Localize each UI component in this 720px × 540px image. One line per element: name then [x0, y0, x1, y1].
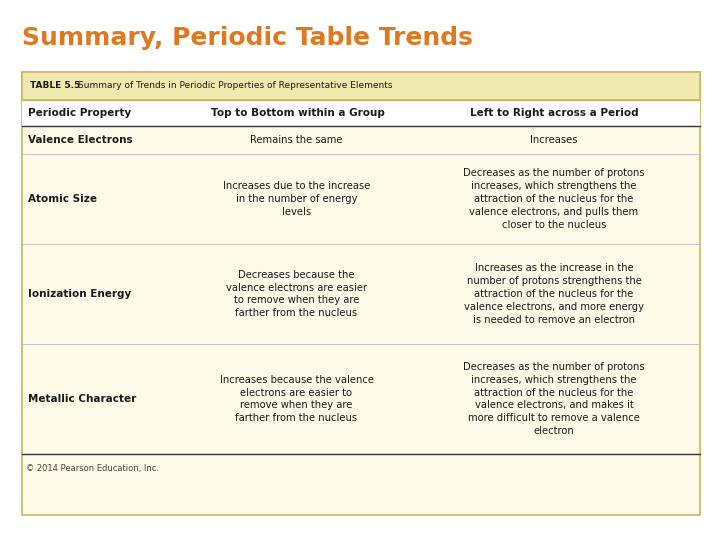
Text: Increases due to the increase
in the number of energy
levels: Increases due to the increase in the num…: [222, 181, 370, 217]
Text: Left to Right across a Period: Left to Right across a Period: [469, 108, 639, 118]
Text: Remains the same: Remains the same: [251, 135, 343, 145]
Text: Atomic Size: Atomic Size: [28, 194, 97, 204]
Bar: [22, 72, 700, 100]
Text: Increases: Increases: [530, 135, 577, 145]
Text: Decreases because the
valence electrons are easier
to remove when they are
farth: Decreases because the valence electrons …: [226, 270, 367, 318]
Text: Summary, Periodic Table Trends: Summary, Periodic Table Trends: [22, 26, 473, 50]
Text: Periodic Property: Periodic Property: [28, 108, 131, 118]
Text: Ionization Energy: Ionization Energy: [28, 289, 131, 299]
Text: © 2014 Pearson Education, Inc.: © 2014 Pearson Education, Inc.: [26, 463, 159, 472]
Text: Decreases as the number of protons
increases, which strengthens the
attraction o: Decreases as the number of protons incre…: [463, 362, 645, 436]
Text: Top to Bottom within a Group: Top to Bottom within a Group: [210, 108, 384, 118]
Text: Metallic Character: Metallic Character: [28, 394, 136, 404]
Text: Summary of Trends in Periodic Properties of Representative Elements: Summary of Trends in Periodic Properties…: [78, 82, 392, 91]
Text: Increases because the valence
electrons are easier to
remove when they are
farth: Increases because the valence electrons …: [220, 375, 374, 423]
Text: Valence Electrons: Valence Electrons: [28, 135, 132, 145]
Bar: [22, 100, 700, 126]
Text: TABLE 5.5: TABLE 5.5: [30, 82, 80, 91]
Text: Decreases as the number of protons
increases, which strengthens the
attraction o: Decreases as the number of protons incre…: [463, 168, 645, 230]
Text: Increases as the increase in the
number of protons strengthens the
attraction of: Increases as the increase in the number …: [464, 264, 644, 325]
Bar: [22, 72, 700, 515]
